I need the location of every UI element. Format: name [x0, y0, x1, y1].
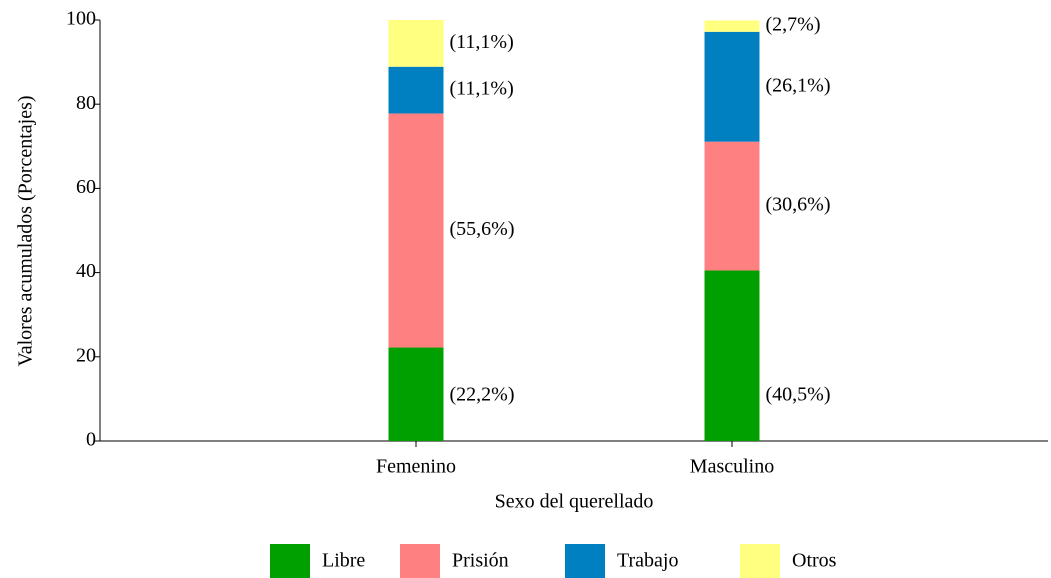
y-tick-label: 40: [76, 260, 96, 282]
y-tick-label: 100: [66, 8, 96, 30]
legend-label: Otros: [792, 550, 837, 572]
data-label: (11,1%): [450, 31, 514, 53]
data-label: (40,5%): [766, 384, 831, 406]
bar-segment: [704, 270, 760, 441]
bar-segment: [704, 141, 760, 271]
bar-segment: [704, 20, 760, 32]
data-label: (30,6%): [766, 194, 831, 216]
data-label: (2,7%): [766, 14, 821, 36]
x-tick-label: Femenino: [376, 456, 456, 478]
x-axis-title: Sexo del querellado: [495, 491, 654, 513]
data-label: (26,1%): [766, 74, 831, 96]
y-axis-title: Valores acumulados (Porcentajes): [15, 95, 37, 366]
legend-swatch: [565, 544, 605, 578]
legend-swatch: [400, 544, 440, 578]
bar-segment: [388, 347, 444, 441]
data-label: (55,6%): [450, 218, 515, 240]
bar-segment: [704, 31, 760, 142]
y-tick-label: 0: [86, 429, 96, 451]
bar-segment: [388, 66, 444, 114]
legend-label: Prisión: [452, 550, 509, 572]
y-tick-label: 20: [76, 344, 96, 366]
data-label: (11,1%): [450, 78, 514, 100]
legend-label: Libre: [322, 550, 365, 572]
legend-swatch: [740, 544, 780, 578]
legend-label: Trabajo: [617, 550, 678, 572]
x-tick-label: Masculino: [690, 456, 774, 478]
y-tick-label: 80: [76, 92, 96, 114]
bar-segment: [388, 20, 444, 67]
legend-swatch: [270, 544, 310, 578]
data-label: (22,2%): [450, 384, 515, 406]
y-tick-label: 60: [76, 176, 96, 198]
bar-segment: [388, 113, 444, 348]
